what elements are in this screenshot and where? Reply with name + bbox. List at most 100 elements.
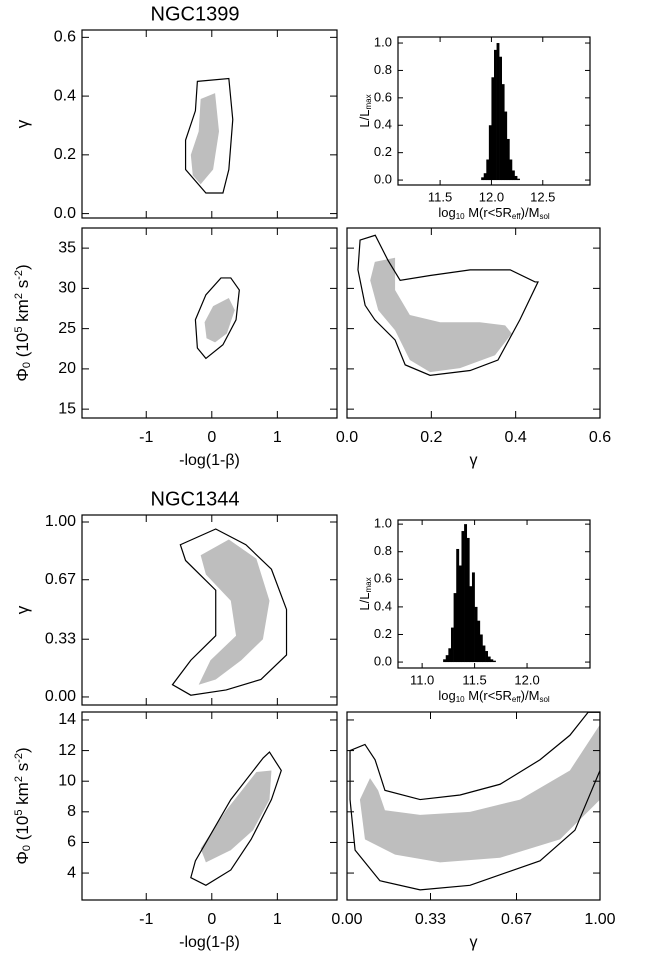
panel	[481, 43, 520, 181]
x-tick-label: 0.2	[420, 429, 442, 446]
x-tick-label: -1	[139, 429, 153, 446]
bar	[486, 159, 490, 181]
chart-title: NGC1344	[151, 488, 240, 510]
label-part: (10	[13, 333, 32, 362]
bar	[509, 159, 513, 181]
axes-frame	[397, 36, 591, 186]
y-axis-label: L/Lmax	[357, 94, 372, 127]
bar	[479, 634, 483, 663]
inner-contour	[370, 257, 512, 373]
label-part: L/L	[357, 110, 372, 128]
bar	[443, 659, 447, 663]
label-part: -log(1-β)	[179, 452, 240, 469]
bar	[469, 586, 473, 663]
y-tick-label: 8	[67, 803, 76, 820]
axes-frame	[81, 711, 338, 901]
label-part: 2	[13, 776, 25, 782]
axes-frame	[346, 711, 601, 901]
chart-title: NGC1399	[151, 3, 240, 25]
inner-contour	[204, 298, 235, 343]
y-axis-label: L/Lmax	[357, 577, 372, 610]
bar	[492, 660, 496, 663]
label-part: M(r<5R	[465, 688, 512, 703]
outer-contour	[184, 77, 234, 194]
x-axis-label: log10 M(r<5Reff)/Msol	[438, 688, 550, 703]
y-tick-label: 0.8	[374, 543, 392, 558]
bar	[471, 572, 475, 663]
label-part: γ	[13, 605, 32, 614]
x-axis-label: -log(1-β)	[179, 934, 240, 951]
y-tick-label: 0.6	[374, 571, 392, 586]
x-axis-label: -log(1-β)	[179, 452, 240, 469]
bar	[490, 659, 494, 663]
bar	[456, 548, 460, 663]
y-tick-label: 1.0	[374, 34, 392, 49]
y-tick-label: 0.6	[54, 29, 76, 46]
axes-frame	[81, 514, 338, 706]
x-axis-label: log10 M(r<5Reff)/Msol	[438, 205, 550, 220]
x-tick-label: 11.5	[428, 189, 452, 204]
inner-contour	[190, 93, 220, 185]
y-tick-label: 0.2	[374, 626, 392, 641]
label-part: 0	[21, 845, 33, 851]
x-axis-label: γ	[470, 452, 478, 469]
y-tick-label: 14	[58, 711, 76, 728]
outer-contour	[357, 234, 539, 376]
bar	[496, 43, 500, 181]
y-axis-label: Φ0 (105 km2 s-2)	[13, 264, 33, 381]
label-part: )/M	[521, 688, 540, 703]
panel	[443, 524, 496, 663]
label-part: -log(1-β)	[179, 934, 240, 951]
panel	[184, 77, 234, 194]
x-tick-label: 12.0	[479, 189, 504, 204]
y-tick-label: 0.0	[54, 205, 76, 222]
x-tick-label: 11.5	[462, 672, 486, 687]
x-axis-label: γ	[470, 934, 478, 951]
y-tick-label: 0.4	[374, 598, 392, 613]
x-tick-label: 0.67	[501, 911, 532, 928]
x-tick-label: 0.0	[336, 429, 358, 446]
x-tick-label: 1	[273, 911, 282, 928]
panel	[190, 751, 282, 886]
y-tick-label: 0.67	[45, 571, 76, 588]
label-part: )	[13, 264, 32, 270]
label-part: max	[364, 94, 373, 109]
label-part: )/M	[521, 205, 540, 220]
label-part: γ	[470, 934, 478, 951]
x-tick-label: -1	[139, 911, 153, 928]
y-tick-label: 0.33	[45, 630, 76, 647]
x-tick-label: 1.00	[584, 911, 615, 928]
y-tick-label: 30	[58, 280, 76, 297]
label-part: 5	[13, 327, 25, 333]
bar	[481, 177, 485, 181]
bar	[461, 531, 465, 663]
y-axis-label: γ	[13, 605, 32, 614]
bar	[488, 125, 492, 181]
y-tick-label: 6	[67, 834, 76, 851]
bar	[494, 49, 497, 181]
axes-frame	[346, 227, 601, 419]
y-tick-label: 1.00	[45, 513, 76, 530]
bar	[466, 537, 470, 663]
x-tick-label: 11.0	[410, 672, 434, 687]
y-tick-label: 0.2	[374, 144, 392, 159]
y-tick-label: 12	[58, 742, 76, 759]
bar	[485, 651, 489, 663]
label-part: γ	[470, 452, 478, 469]
bar	[501, 84, 505, 181]
label-part: 10	[456, 212, 465, 221]
bar	[511, 170, 515, 181]
bar	[445, 655, 449, 663]
outer-contour	[190, 751, 282, 886]
x-tick-label: 0	[207, 429, 216, 446]
x-tick-label: 12.5	[530, 189, 555, 204]
x-tick-label: 0.4	[505, 429, 527, 446]
bar	[450, 627, 454, 663]
bar	[487, 656, 491, 663]
label-part: s	[13, 763, 32, 776]
x-tick-label: 1	[273, 429, 282, 446]
y-tick-label: 25	[58, 320, 76, 337]
bar	[482, 645, 486, 663]
axes-frame	[81, 227, 338, 419]
